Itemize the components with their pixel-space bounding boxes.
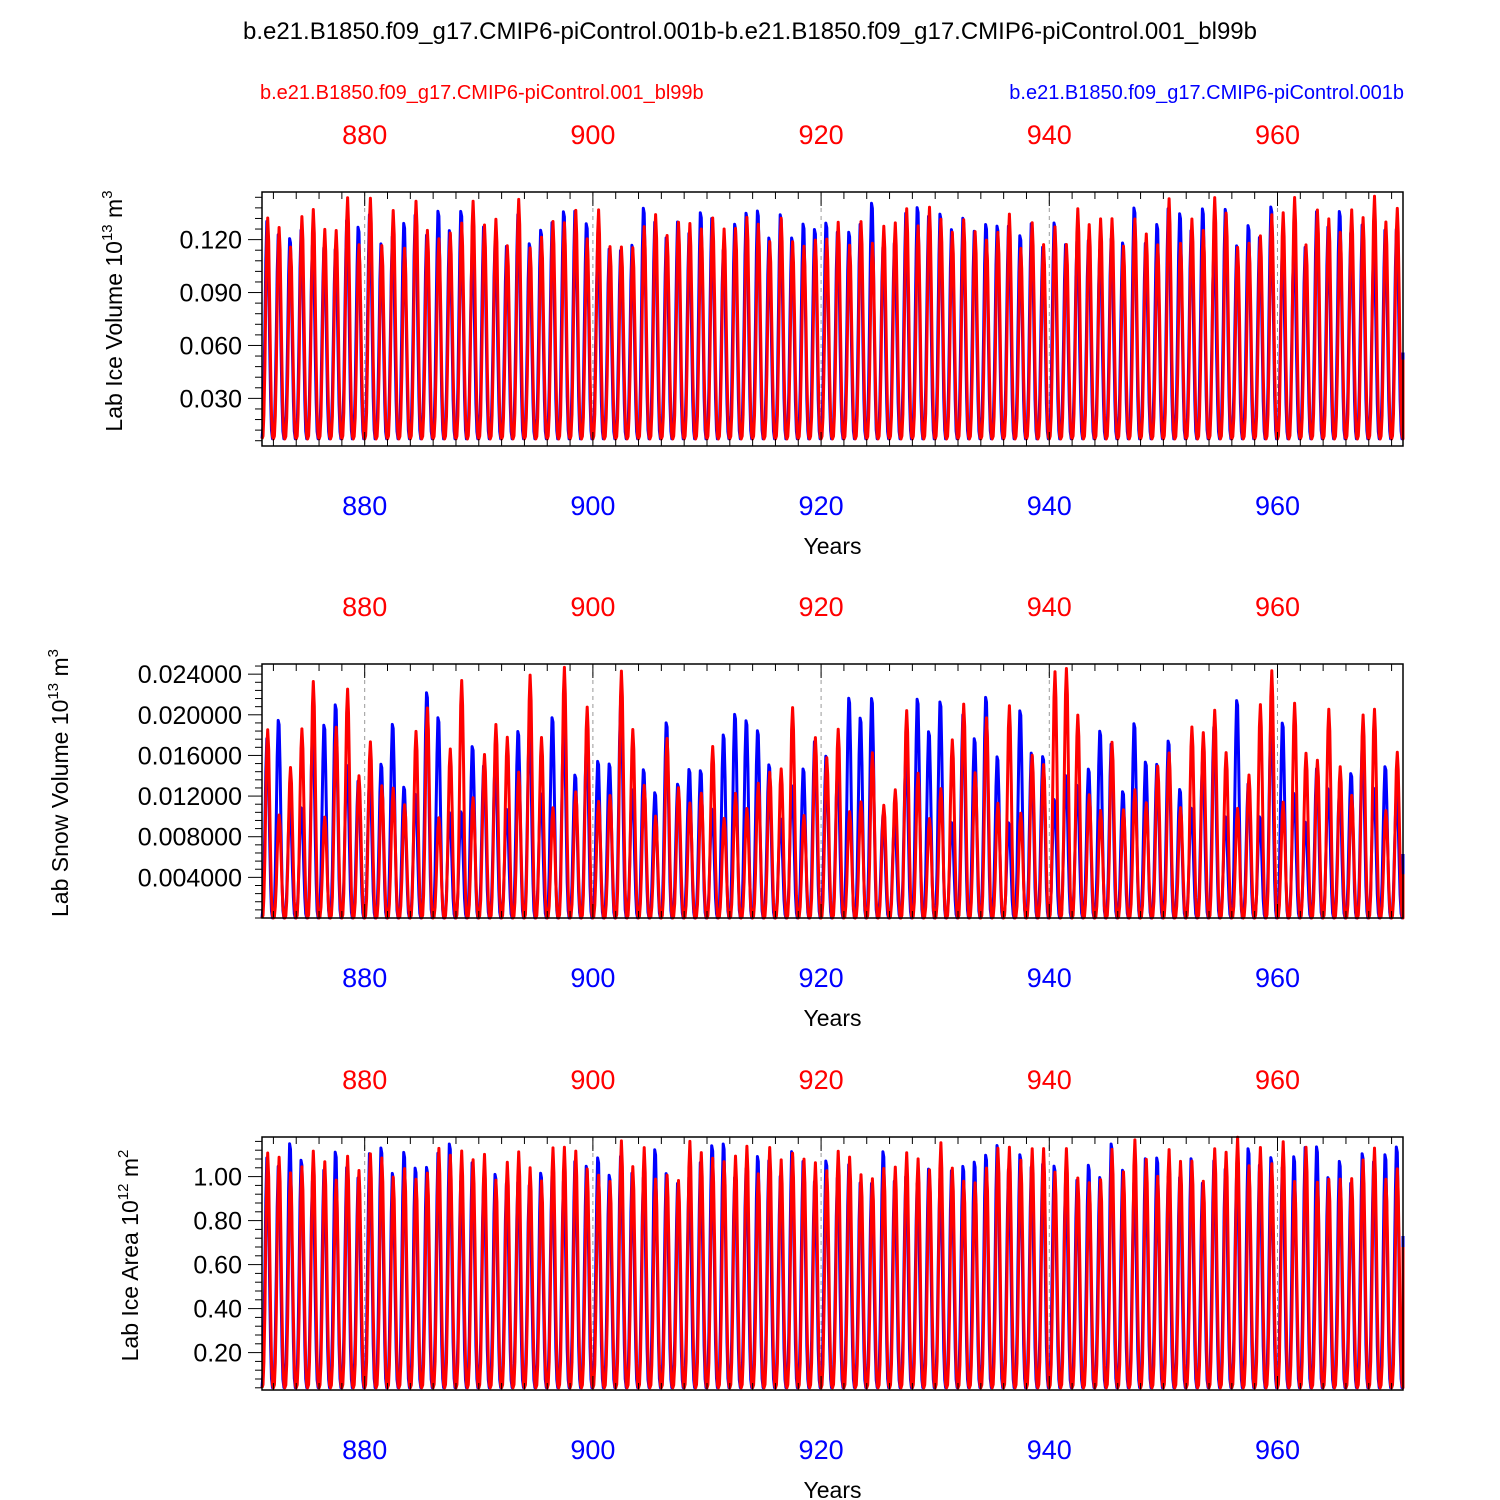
- panel-2-ytick-label: 0.020000: [138, 702, 242, 730]
- panel-3-series-red: [260, 1135, 1405, 1390]
- panel-1-series-blue: [260, 201, 1405, 441]
- panel-2-ylabel-part: Lab Snow Volume 10: [47, 700, 73, 917]
- panel-1-xtick-label-top: 960: [1255, 120, 1300, 150]
- panel-3-ytick-label: 0.40: [193, 1296, 242, 1324]
- panel-1-xtick-label-bottom: 940: [1027, 491, 1072, 521]
- panel-2-xtick-label-top: 900: [570, 592, 615, 622]
- panel-2-xtick-label-bottom: 960: [1255, 963, 1300, 993]
- panel-1-xtick-label-bottom: 920: [799, 491, 844, 521]
- panel-3-xtick-label-top: 880: [342, 1065, 387, 1095]
- panel-2-xtick-label-top: 960: [1255, 592, 1300, 622]
- panel-3-xtick-label-bottom: 940: [1027, 1435, 1072, 1465]
- panel-2-ytick-label: 0.004000: [138, 864, 242, 892]
- panel-1-ytick-label: 0.120: [179, 227, 242, 255]
- panel-2-xtick-label-bottom: 900: [570, 963, 615, 993]
- panel-1-ylabel-superscript: 13: [99, 224, 116, 241]
- chart-main-title: b.e21.B1850.f09_g17.CMIP6-piControl.001b…: [242, 18, 1258, 45]
- panel-3-xtick-label-bottom: 880: [342, 1435, 387, 1465]
- panel-3-ytick-label: 0.80: [193, 1208, 242, 1236]
- panel-1-xtick-label-top: 940: [1027, 120, 1072, 150]
- panel-1-ylabel-part: Lab Ice Volume 10: [101, 241, 127, 432]
- panel-2-ytick-label: 0.012000: [138, 783, 242, 811]
- panel-1-xtick-label-top: 880: [342, 120, 387, 150]
- panel-2-frame: [261, 663, 1404, 919]
- panel-2-xtick-label-bottom: 920: [799, 963, 844, 993]
- panel-2-ylabel: Lab Snow Volume 1013 m3: [45, 649, 73, 917]
- panel-1-xtick-label-bottom: 960: [1255, 491, 1300, 521]
- panel-1-xtick-label-bottom: 880: [342, 491, 387, 521]
- panel-1-xtick-label-bottom: 900: [570, 491, 615, 521]
- panel-3-xtick-label-top: 960: [1255, 1065, 1300, 1095]
- panel-2-ytick-label: 0.016000: [138, 742, 242, 770]
- legend-red-series: b.e21.B1850.f09_g17.CMIP6-piControl.001_…: [260, 82, 704, 104]
- panel-3-ylabel-superscript: 12: [115, 1184, 132, 1201]
- panel-3-ylabel-part: m: [117, 1158, 143, 1184]
- panel-3-ylabel: Lab Ice Area 1012 m2: [115, 1150, 143, 1362]
- panel-3-xlabel: Years: [804, 1477, 862, 1500]
- panel-2-xtick-label-bottom: 880: [342, 963, 387, 993]
- panel-1-series-red: [260, 194, 1405, 441]
- panel-2-ylabel-part: m: [47, 657, 73, 683]
- panel-2-ylabel-superscript: 3: [45, 649, 62, 657]
- panel-1-ytick-label: 0.030: [179, 385, 242, 413]
- panel-3-xtick-label-bottom: 920: [799, 1435, 844, 1465]
- panel-2-ytick-label: 0.024000: [138, 661, 242, 689]
- panel-3-ylabel-superscript: 2: [115, 1150, 132, 1158]
- panel-1-ylabel-superscript: 3: [99, 190, 116, 198]
- panel-2-ytick-label: 0.008000: [138, 824, 242, 852]
- panel-1-xlabel: Years: [804, 533, 862, 559]
- panel-2-series-red: [260, 665, 1405, 920]
- panel-3-ytick-label: 0.60: [193, 1252, 242, 1280]
- legend-blue-series: b.e21.B1850.f09_g17.CMIP6-piControl.001b: [1009, 82, 1404, 104]
- panel-2-xtick-label-top: 940: [1027, 592, 1072, 622]
- panel-2-xtick-label-bottom: 940: [1027, 963, 1072, 993]
- panel-3-ylabel-part: Lab Ice Area 10: [117, 1200, 143, 1361]
- panel-3-xtick-label-top: 940: [1027, 1065, 1072, 1095]
- panel-1-xtick-label-top: 900: [570, 120, 615, 150]
- panel-2-xlabel: Years: [804, 1005, 862, 1031]
- panel-2-ylabel-superscript: 13: [45, 683, 62, 700]
- panel-3-frame: [261, 1136, 1404, 1391]
- panel-2-xtick-label-top: 920: [799, 592, 844, 622]
- panel-3-ytick-label: 1.00: [193, 1164, 242, 1192]
- panel-3-ytick-label: 0.20: [193, 1340, 242, 1368]
- panel-1-xtick-label-top: 920: [799, 120, 844, 150]
- panel-1-frame: [261, 191, 1404, 447]
- panel-2-series-blue: [260, 691, 1405, 920]
- panel-1-ytick-label: 0.090: [179, 280, 242, 308]
- panel-3-xtick-label-top: 920: [799, 1065, 844, 1095]
- panel-3-xtick-label-bottom: 900: [570, 1435, 615, 1465]
- panel-3-series-blue: [260, 1142, 1405, 1390]
- panel-1-ytick-label: 0.060: [179, 332, 242, 360]
- panel-1-ylabel: Lab Ice Volume 1013 m3: [99, 190, 127, 431]
- panel-3-xtick-label-top: 900: [570, 1065, 615, 1095]
- panel-3-xtick-label-bottom: 960: [1255, 1435, 1300, 1465]
- panel-2-xtick-label-top: 880: [342, 592, 387, 622]
- panel-1-ylabel-part: m: [101, 199, 127, 225]
